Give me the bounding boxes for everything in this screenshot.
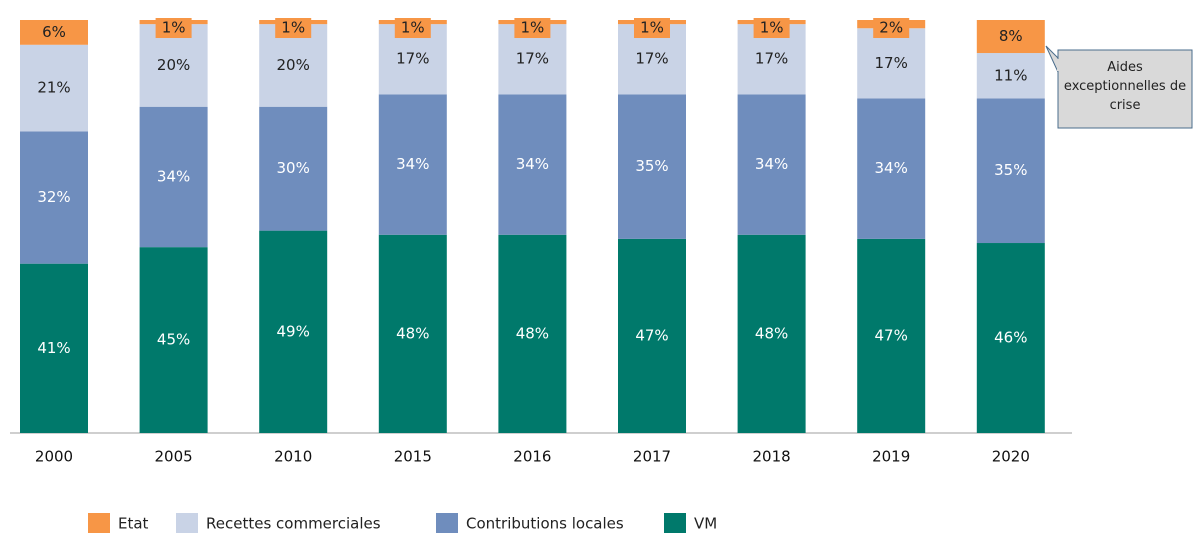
value-label: 20% [157, 56, 190, 74]
label-box [753, 18, 790, 38]
legend-label: Contributions locales [466, 515, 624, 533]
value-label: 1% [401, 19, 425, 37]
value-label: 1% [281, 19, 305, 37]
bar-segment [857, 98, 926, 239]
value-label: 34% [516, 155, 549, 173]
value-label: 32% [37, 188, 70, 206]
bar-segment [976, 53, 1045, 99]
bar-segment [378, 94, 447, 235]
value-label: 45% [157, 331, 190, 349]
x-tick-label: 2015 [394, 448, 432, 466]
legend-swatch [664, 513, 686, 533]
value-label: 17% [635, 50, 668, 68]
value-label: 34% [157, 167, 190, 185]
label-box [394, 18, 431, 38]
bar-segment [976, 20, 1045, 54]
legend-swatch [176, 513, 198, 533]
callout-box [1057, 49, 1193, 129]
x-tick-label: 2017 [633, 448, 671, 466]
bar-segment [139, 247, 208, 433]
value-label: 48% [396, 324, 429, 342]
value-label: 34% [875, 159, 908, 177]
value-label: 47% [635, 326, 668, 344]
value-label: 17% [396, 50, 429, 68]
value-label: 30% [277, 159, 310, 177]
bar-segment [378, 234, 447, 433]
bar-segment [498, 234, 567, 433]
callout: Aides exceptionnelles de crise [1063, 60, 1187, 113]
annotation: Aides exceptionnelles de crise [1063, 60, 1187, 113]
bar-segment [857, 238, 926, 433]
legend-label: VM [694, 515, 717, 533]
value-label: 48% [755, 324, 788, 342]
value-label: 35% [635, 157, 668, 175]
bar-segment [737, 234, 806, 433]
value-label: 17% [875, 54, 908, 72]
bar-segment [976, 243, 1045, 433]
value-label: 1% [521, 19, 545, 37]
label-box [155, 18, 192, 38]
value-label: 41% [37, 339, 70, 357]
bar-segment [259, 106, 328, 231]
bar-segment [20, 263, 88, 433]
bar-segment [139, 106, 208, 248]
x-tick-label: 2018 [753, 448, 791, 466]
value-label: 35% [994, 161, 1027, 179]
legend-swatch [436, 513, 458, 533]
value-label: 1% [760, 19, 784, 37]
bar-segment [498, 94, 567, 235]
label-box [634, 18, 670, 38]
value-label: 2% [879, 19, 903, 37]
value-label: 34% [755, 155, 788, 173]
value-label: 17% [516, 50, 549, 68]
x-tick-label: 2000 [35, 448, 73, 466]
value-label: 21% [37, 79, 70, 97]
value-label: 46% [994, 329, 1027, 347]
bar-segment [618, 238, 686, 433]
x-tick-label: 2020 [992, 448, 1030, 466]
label-box [275, 18, 312, 38]
value-label: 48% [516, 324, 549, 342]
value-label: 6% [42, 23, 66, 41]
x-tick-label: 2005 [155, 448, 193, 466]
bar-segment [20, 131, 88, 264]
label-box [514, 18, 551, 38]
x-tick-label: 2010 [274, 448, 312, 466]
bar-segment [737, 94, 806, 235]
bar-segment [618, 94, 686, 239]
value-label: 34% [396, 155, 429, 173]
callout-pointer [1045, 45, 1059, 73]
value-label: 1% [162, 19, 186, 37]
legend-swatch [88, 513, 110, 533]
label-box [873, 18, 910, 38]
value-label: 8% [999, 27, 1023, 45]
legend-label: Recettes commerciales [206, 515, 381, 533]
bar-segment [857, 28, 926, 99]
bar-segment [20, 44, 88, 132]
bar-segment [259, 230, 328, 433]
value-label: 49% [277, 322, 310, 340]
bar-segment [976, 98, 1045, 244]
x-tick-label: 2019 [872, 448, 910, 466]
value-label: 11% [994, 66, 1027, 84]
value-label: 1% [640, 19, 664, 37]
value-label: 20% [277, 56, 310, 74]
bar-segment [20, 20, 88, 45]
value-label: 17% [755, 50, 788, 68]
value-label: 47% [875, 326, 908, 344]
x-tick-label: 2016 [513, 448, 551, 466]
legend-label: Etat [118, 515, 149, 533]
